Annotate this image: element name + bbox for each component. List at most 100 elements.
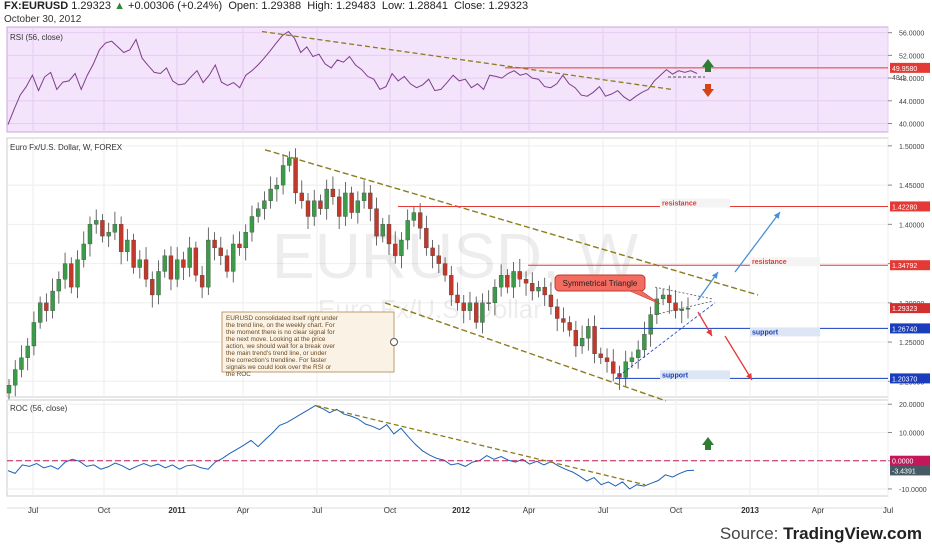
- candle-body: [218, 247, 223, 256]
- candle-body: [492, 286, 498, 303]
- candle-body: [212, 239, 217, 249]
- candle-body: [318, 200, 323, 209]
- candle-body: [13, 369, 18, 386]
- candle-body: [542, 286, 547, 296]
- candle-body: [349, 192, 354, 213]
- candle-body: [573, 330, 579, 347]
- candle-body: [255, 208, 261, 217]
- candle-body: [467, 302, 473, 311]
- bullish-arrow-1-head: [711, 272, 718, 279]
- roc-ref-tag: [890, 455, 930, 466]
- candle-body: [474, 302, 479, 323]
- triangle-lower-line: [654, 300, 713, 315]
- candle-body: [442, 263, 448, 276]
- candle-body: [243, 232, 248, 249]
- candle-body: [604, 357, 610, 362]
- candle-body: [455, 294, 460, 303]
- rsi-ref-value: 49.9580: [892, 66, 917, 73]
- candle-body: [94, 220, 99, 225]
- candle-body: [137, 259, 142, 268]
- candle-body: [293, 157, 298, 194]
- candle-body: [567, 322, 572, 331]
- candle-body: [436, 255, 442, 264]
- triangle-upper-line: [654, 286, 713, 300]
- candle-body: [312, 200, 317, 217]
- candle-body: [517, 271, 522, 280]
- y-tick-label: 20.0000: [899, 402, 924, 409]
- chart-date: October 30, 2012: [4, 14, 82, 25]
- candle-body: [87, 224, 93, 245]
- level-label-bg: [660, 370, 730, 380]
- analysis-note-line: action, we should wait for a break over: [226, 343, 336, 350]
- candle-body: [287, 157, 292, 166]
- candle-body: [449, 275, 454, 296]
- candle-body: [156, 271, 161, 296]
- candle-body: [343, 192, 348, 217]
- candle-body: [125, 239, 130, 252]
- x-tick-label: 2011: [168, 506, 186, 515]
- open-value: 1.29388: [261, 0, 302, 12]
- source-name: TradingView.com: [783, 524, 922, 543]
- analysis-note-line: EURUSD consolidated itself right under: [226, 315, 339, 322]
- y-tick-label: -10.0000: [899, 487, 927, 494]
- level-label: resistance: [752, 259, 787, 266]
- candle-body: [667, 294, 672, 303]
- x-tick-label: Oct: [384, 506, 397, 515]
- candle-body: [399, 239, 404, 256]
- roc-pane-bg: [6, 399, 889, 497]
- candle-body: [280, 165, 286, 186]
- level-price-value: 1.26740: [892, 326, 917, 333]
- candle-body: [143, 259, 149, 280]
- last-price: 1.29323: [71, 0, 111, 12]
- candle-body: [31, 322, 37, 347]
- level-price-value: 1.20370: [892, 376, 917, 383]
- candle-body: [44, 302, 49, 311]
- pattern-label: Symmetrical Triangle: [563, 279, 638, 288]
- candle-body: [386, 224, 392, 245]
- candle-body: [150, 279, 155, 296]
- candle-body: [237, 243, 242, 249]
- candle-body: [100, 220, 105, 237]
- candle-body: [69, 263, 74, 288]
- x-tick-label: Oct: [670, 506, 683, 515]
- candle-body: [555, 306, 560, 319]
- y-tick-label: 52.0000: [899, 53, 924, 60]
- last-price-value: 1.29323: [892, 306, 917, 313]
- x-tick-label: Apr: [237, 506, 250, 515]
- analysis-note-line: the ROC: [226, 371, 251, 378]
- level-price-tag: [890, 201, 930, 212]
- change-up-icon: ▲: [114, 0, 125, 12]
- candle-body: [393, 243, 398, 256]
- bullish-arrow-2-head: [773, 212, 780, 219]
- down-arrow-icon: [702, 84, 714, 97]
- triangle-support-line: [614, 302, 716, 380]
- y-tick-label: 44.0000: [899, 99, 924, 106]
- candle-body: [25, 345, 30, 358]
- source-prefix: Source:: [719, 524, 784, 543]
- candle-body: [162, 255, 167, 272]
- candle-body: [249, 216, 255, 233]
- candle-body: [262, 200, 267, 209]
- candle-body: [642, 334, 647, 351]
- candle-body: [660, 294, 666, 300]
- candle-body: [673, 302, 678, 311]
- candle-body: [305, 200, 311, 217]
- candle-body: [586, 326, 591, 339]
- rsi-pane-bg: [6, 26, 889, 133]
- level-price-value: 1.42280: [892, 204, 917, 211]
- candle-body: [635, 349, 641, 358]
- candle-body: [417, 212, 423, 229]
- x-tick-label: Jul: [598, 506, 608, 515]
- candle-body: [374, 208, 379, 237]
- candle-body: [361, 192, 367, 201]
- close-value: 1.29323: [488, 0, 529, 12]
- analysis-note-box: [221, 311, 395, 373]
- candle-body: [486, 302, 491, 304]
- level-price-tag: [890, 260, 930, 271]
- price-change: +0.00306 (+0.24%): [128, 0, 223, 12]
- rsi-line: [7, 30, 698, 125]
- candle-body: [56, 279, 62, 292]
- candle-body: [430, 247, 435, 256]
- analysis-note-line: the next move. Looking at the price: [226, 336, 326, 343]
- candle-body: [231, 243, 236, 272]
